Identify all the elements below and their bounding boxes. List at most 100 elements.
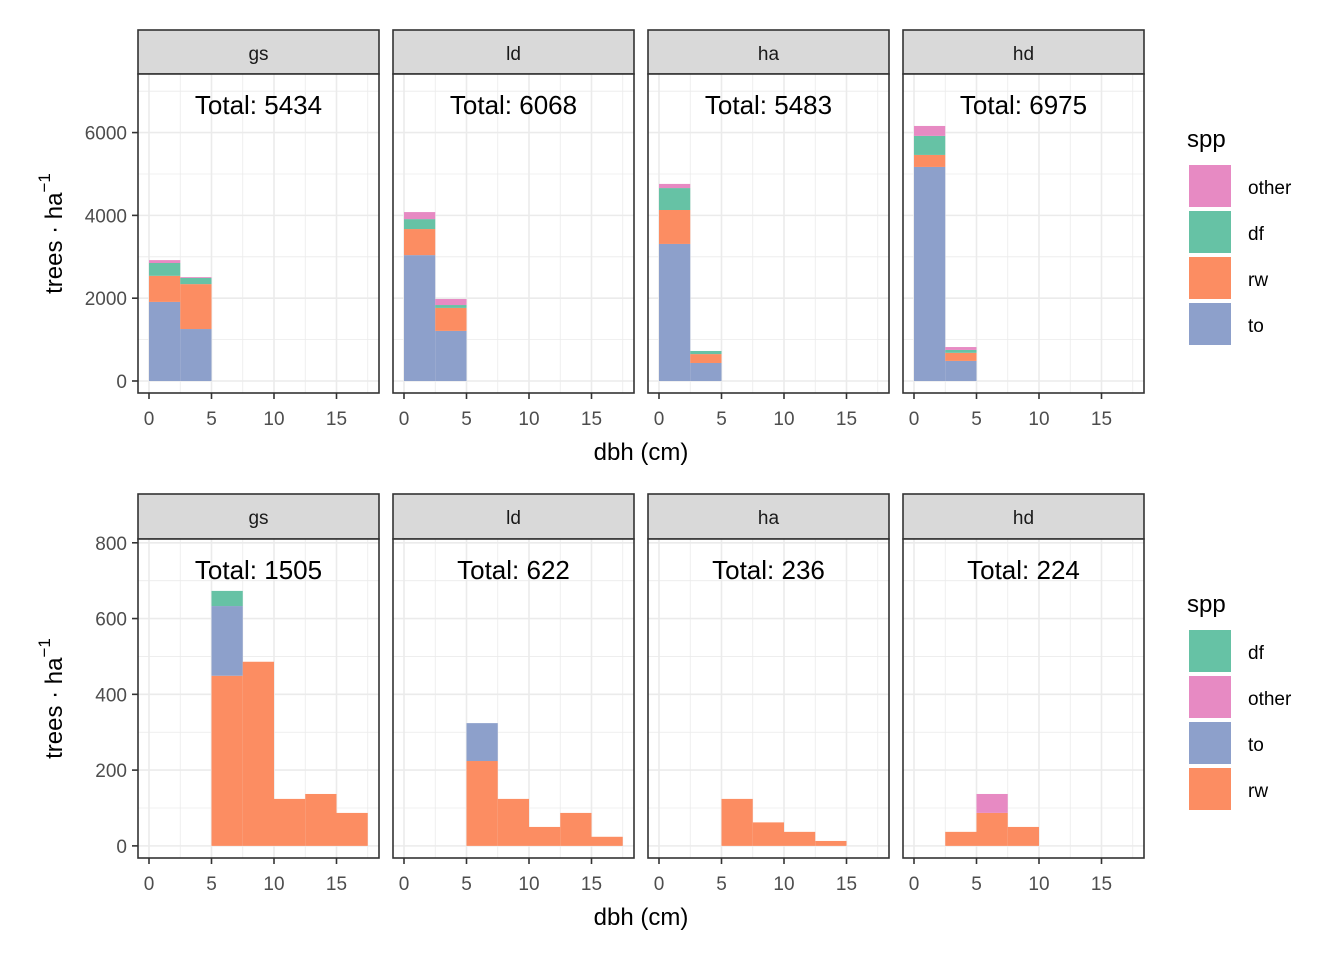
legend: spp df other to rw bbox=[1187, 591, 1292, 810]
bar-rw bbox=[149, 275, 181, 302]
legend-key-rw bbox=[1189, 768, 1231, 810]
bar-rw bbox=[404, 229, 436, 256]
x-tick-label: 15 bbox=[326, 409, 347, 430]
legend-label-df: df bbox=[1248, 224, 1265, 245]
legend-key-other bbox=[1189, 676, 1231, 718]
x-axis-title: dbh (cm) bbox=[594, 904, 689, 931]
y-tick-label: 800 bbox=[95, 534, 127, 555]
bar-other bbox=[914, 125, 946, 136]
legend-key-df bbox=[1189, 211, 1231, 253]
bar-to bbox=[659, 243, 691, 381]
bar-df bbox=[659, 188, 691, 211]
strip-label: ld bbox=[506, 44, 521, 65]
panel-ha: ha Total: 236 0 5 10 15 bbox=[647, 493, 890, 895]
total-label: Total: 6975 bbox=[960, 90, 1087, 120]
total-label: Total: 5434 bbox=[195, 90, 322, 120]
legend: spp other df rw to bbox=[1187, 126, 1292, 345]
strip-background bbox=[647, 493, 890, 540]
x-tick-label: 15 bbox=[326, 874, 347, 895]
panel-ld: ld Total: 6068 0 5 10 15 bbox=[392, 29, 635, 430]
legend-title: spp bbox=[1187, 591, 1226, 618]
y-axis-title-superscript: −1 bbox=[35, 638, 54, 657]
bar-to bbox=[211, 606, 243, 676]
bar-df bbox=[435, 305, 467, 308]
x-tick-label: 0 bbox=[144, 874, 155, 895]
panel-border bbox=[902, 73, 1145, 394]
strip-label: hd bbox=[1013, 44, 1034, 65]
bar-rw bbox=[815, 840, 847, 846]
bar-df bbox=[180, 277, 212, 285]
y-axis-title-superscript: −1 bbox=[35, 173, 54, 192]
x-tick-label: 0 bbox=[909, 409, 920, 430]
total-label: Total: 622 bbox=[457, 555, 570, 585]
x-tick-label: 15 bbox=[1091, 874, 1112, 895]
legend-label-other: other bbox=[1248, 689, 1292, 710]
total-label: Total: 1505 bbox=[195, 555, 322, 585]
strip-label: ha bbox=[758, 44, 780, 65]
strip-background bbox=[647, 29, 890, 75]
legend-key-df bbox=[1189, 630, 1231, 672]
y-tick-label: 0 bbox=[116, 372, 127, 393]
bar-rw bbox=[945, 831, 977, 846]
panel-hd: hd Total: 224 0 5 10 15 bbox=[902, 493, 1145, 895]
x-tick-label: 15 bbox=[581, 874, 602, 895]
strip-label: gs bbox=[248, 508, 268, 529]
y-tick-label: 600 bbox=[95, 610, 127, 631]
x-tick-label: 15 bbox=[581, 409, 602, 430]
panel-ld: ld Total: 622 0 5 10 15 bbox=[392, 493, 635, 895]
x-tick-label: 0 bbox=[144, 409, 155, 430]
x-tick-label: 0 bbox=[909, 874, 920, 895]
bar-df bbox=[945, 349, 977, 353]
x-tick-label: 10 bbox=[263, 409, 284, 430]
x-axis-title: dbh (cm) bbox=[594, 439, 689, 466]
bar-rw bbox=[976, 812, 1008, 846]
bar-other bbox=[435, 299, 467, 306]
bar-rw bbox=[784, 831, 816, 846]
bar-df bbox=[690, 350, 722, 355]
legend-label-rw: rw bbox=[1248, 781, 1268, 802]
y-tick-label: 6000 bbox=[85, 124, 127, 145]
x-tick-label: 5 bbox=[971, 409, 982, 430]
panel-gs: gs Total: 5434 0 5 10 15 0 2000 4000 6000 bbox=[85, 29, 380, 430]
bar-rw bbox=[1007, 826, 1039, 846]
bar-rw bbox=[690, 354, 722, 363]
x-tick-label: 15 bbox=[836, 409, 857, 430]
bar-df bbox=[404, 219, 436, 230]
x-tick-label: 10 bbox=[1028, 874, 1049, 895]
total-label: Total: 6068 bbox=[450, 90, 577, 120]
legend-key-to bbox=[1189, 303, 1231, 345]
facet-row-2: gs Total: 1505 0 5 10 15 0 200 400 600 800 ld Total:… bbox=[35, 493, 1292, 931]
bar-rw bbox=[591, 836, 623, 846]
x-tick-label: 10 bbox=[773, 409, 794, 430]
bar-other bbox=[976, 793, 1008, 813]
bar-rw bbox=[305, 793, 337, 846]
strip-background bbox=[392, 29, 635, 75]
bar-to bbox=[690, 362, 722, 381]
x-tick-label: 15 bbox=[836, 874, 857, 895]
y-tick-label: 2000 bbox=[85, 289, 127, 310]
strip-label: ha bbox=[758, 508, 780, 529]
x-tick-label: 10 bbox=[263, 874, 284, 895]
panel-background bbox=[903, 539, 1144, 858]
panel-gs: gs Total: 1505 0 5 10 15 0 200 400 600 800 bbox=[95, 493, 380, 895]
bar-rw bbox=[466, 761, 498, 846]
panel-border bbox=[902, 538, 1145, 859]
bar-other bbox=[945, 347, 977, 350]
strip-background bbox=[902, 493, 1145, 540]
x-tick-label: 5 bbox=[716, 874, 727, 895]
bar-rw bbox=[497, 798, 529, 846]
bar-rw bbox=[274, 798, 306, 846]
bar-other bbox=[149, 260, 181, 263]
total-label: Total: 224 bbox=[967, 555, 1080, 585]
panel-border bbox=[392, 73, 635, 394]
x-tick-label: 10 bbox=[518, 874, 539, 895]
bar-other bbox=[404, 212, 436, 220]
total-label: Total: 236 bbox=[712, 555, 825, 585]
x-tick-label: 5 bbox=[971, 874, 982, 895]
strip-background bbox=[137, 493, 380, 540]
panel-border bbox=[647, 73, 890, 394]
bar-rw bbox=[752, 822, 784, 846]
bar-rw bbox=[211, 675, 243, 846]
panel-border bbox=[647, 538, 890, 859]
x-tick-label: 5 bbox=[461, 409, 472, 430]
